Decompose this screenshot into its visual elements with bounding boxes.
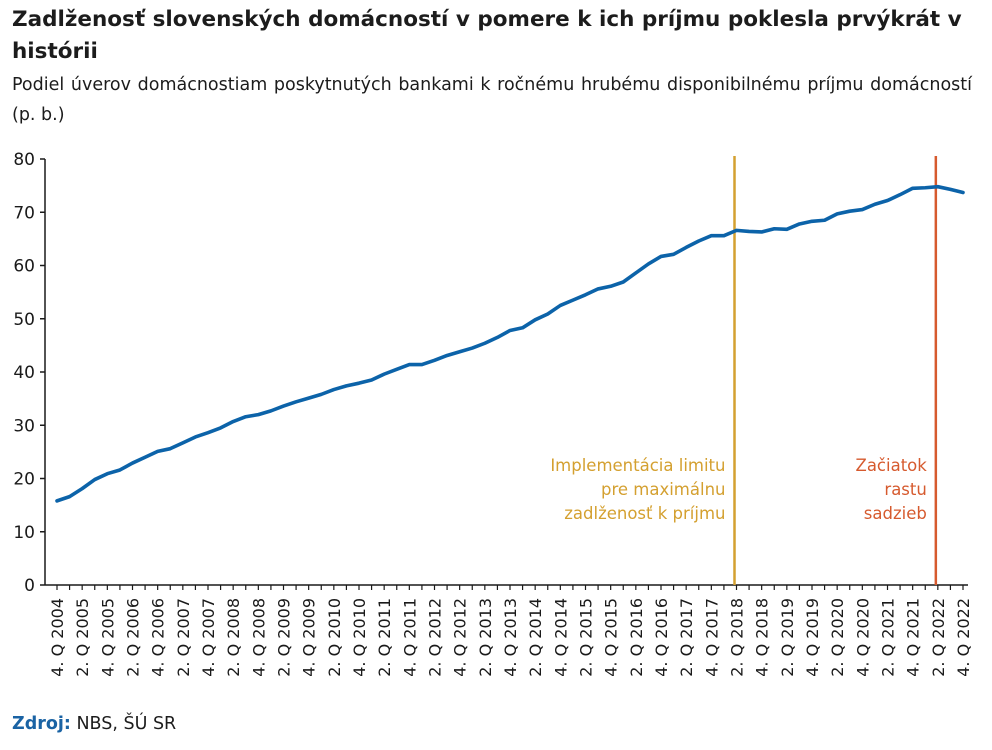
x-tick-label: 2. Q 2007 xyxy=(174,598,193,677)
y-tick-label: 10 xyxy=(13,523,35,543)
y-tick-label: 70 xyxy=(13,203,35,223)
event-label: rastu xyxy=(884,480,926,499)
x-tick-label: 4. Q 2009 xyxy=(300,598,319,677)
x-tick-label: 4. Q 2020 xyxy=(853,598,872,677)
x-tick-label: 2. Q 2014 xyxy=(526,598,545,677)
x-tick-label: 2. Q 2011 xyxy=(375,598,394,677)
y-tick-label: 0 xyxy=(24,576,35,596)
chart-subtitle: Podiel úverov domácnostiam poskytnutých … xyxy=(12,75,972,125)
y-axis: 0 10 20 30 40 50 60 70 80 xyxy=(13,150,46,596)
x-tick-label: 2. Q 2021 xyxy=(879,598,898,677)
source-label: Zdroj: xyxy=(12,714,71,734)
x-tick-label: 4. Q 2013 xyxy=(501,598,520,677)
series-line xyxy=(55,184,965,503)
x-tick-label: 4. Q 2010 xyxy=(350,598,369,677)
x-tick-label: 2. Q 2006 xyxy=(124,598,143,677)
x-tick-label: 4. Q 2019 xyxy=(803,598,822,677)
x-tick-label: 2. Q 2005 xyxy=(73,598,92,677)
event-label: zadlženosť k príjmu xyxy=(564,504,725,523)
x-tick-label: 2. Q 2022 xyxy=(929,598,948,677)
y-tick-label: 30 xyxy=(13,416,35,436)
y-tick-label: 40 xyxy=(13,363,35,383)
data-series xyxy=(55,184,965,503)
x-tick-label: 4. Q 2014 xyxy=(551,598,570,677)
y-tick-label: 50 xyxy=(13,310,35,330)
x-tick-label: 4. Q 2015 xyxy=(602,598,621,677)
x-tick-label: 2. Q 2015 xyxy=(577,598,596,677)
source-text: NBS, ŠÚ SR xyxy=(70,714,177,734)
x-tick-label: 2. Q 2020 xyxy=(828,598,847,677)
x-tick-label: 4. Q 2021 xyxy=(904,598,923,677)
y-tick-label: 60 xyxy=(13,257,35,277)
x-tick-label: 2. Q 2008 xyxy=(224,598,243,677)
event-markers: Implementácia limitu pre maximálnu zadlžen… xyxy=(550,156,938,585)
x-tick-label: 2. Q 2009 xyxy=(275,598,294,677)
source-note: Zdroj: NBS, ŠÚ SR xyxy=(12,714,176,734)
event-label: sadzieb xyxy=(864,504,927,523)
x-tick-label: 2. Q 2013 xyxy=(476,598,495,677)
x-tick-label: 2. Q 2018 xyxy=(728,598,747,677)
event-label: Začiatok xyxy=(856,456,928,475)
chart-title: Zadlženosť slovenských domácností v pome… xyxy=(12,7,962,64)
x-tick-label: 4. Q 2004 xyxy=(48,598,67,677)
x-tick-label: 4. Q 2005 xyxy=(98,598,117,677)
event-label: Implementácia limitu xyxy=(550,456,725,475)
x-tick-label: 4. Q 2017 xyxy=(702,598,721,677)
x-tick-label: 2. Q 2016 xyxy=(627,598,646,677)
x-tick-label: 2. Q 2019 xyxy=(778,598,797,677)
x-tick-label: 4. Q 2018 xyxy=(753,598,772,677)
y-tick-label: 80 xyxy=(13,150,35,170)
event-label: pre maximálnu xyxy=(601,480,726,499)
x-tick-label: 2. Q 2017 xyxy=(677,598,696,677)
x-tick-label: 4. Q 2011 xyxy=(400,598,419,677)
x-tick-label: 4. Q 2006 xyxy=(149,598,168,677)
x-tick-label: 2. Q 2010 xyxy=(325,598,344,677)
y-tick-label: 20 xyxy=(13,470,35,490)
x-axis: 4. Q 2004 2. Q 2005 4. Q 2005 2. Q 2006 4. Q… xyxy=(45,584,973,677)
x-tick-label: 4. Q 2007 xyxy=(199,598,218,677)
x-tick-label: 2. Q 2012 xyxy=(426,598,445,677)
x-tick-label: 4. Q 2022 xyxy=(954,598,973,677)
x-tick-label: 4. Q 2008 xyxy=(249,598,268,677)
x-tick-label: 4. Q 2016 xyxy=(652,598,671,677)
x-tick-label: 4. Q 2012 xyxy=(451,598,470,677)
